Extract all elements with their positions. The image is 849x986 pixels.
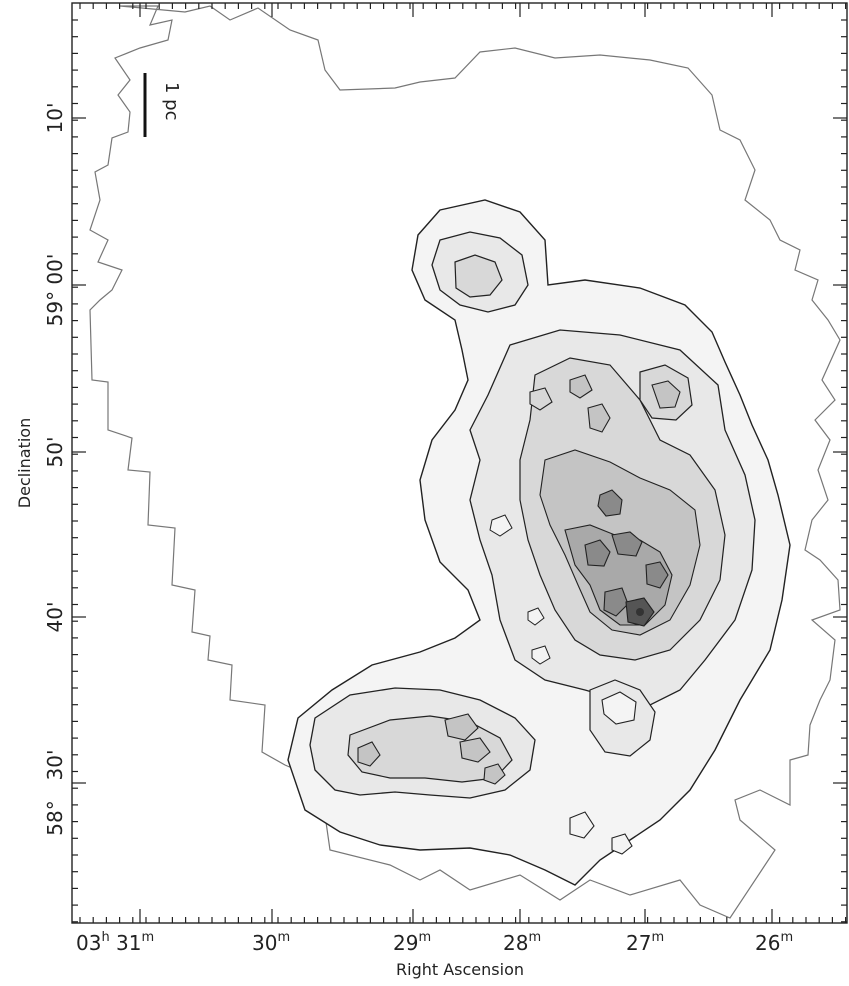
contour-small-1 — [587, 403, 611, 433]
y-tick-label: 59° 00' — [43, 254, 67, 327]
x-tick-label: 30m — [252, 930, 290, 955]
contour-sw-inner-2 — [459, 737, 491, 763]
contour-level-3-north — [454, 254, 503, 298]
y-axis-title: Declination — [15, 418, 34, 508]
contour-island-1 — [489, 514, 513, 537]
x-tick-label: 29m — [393, 930, 431, 955]
contour-sw-inner-1 — [444, 713, 479, 741]
peak-1 — [597, 489, 623, 517]
peak-4 — [645, 561, 669, 589]
contour-sw-inner-4 — [483, 763, 506, 785]
contour-small-south-2 — [611, 833, 633, 855]
y-tick-label: 50' — [43, 437, 67, 468]
contour-sw-inner-3 — [357, 741, 381, 767]
contour-south-inner — [601, 691, 637, 725]
x-tick-labels: 03h 31m 30m 29m 28m 27m 26m — [76, 930, 793, 955]
y-tick-labels: 10' 59° 00' 50' 40' 30' 58° — [43, 103, 67, 836]
scale-bar-label: 1 pc — [161, 82, 182, 121]
y-tick-label: 58° — [43, 800, 67, 835]
coverage-boundary — [89, 5, 841, 919]
x-tick-label: 27m — [626, 930, 664, 955]
contour-small-2 — [569, 374, 593, 399]
y-tick-label: 40' — [43, 602, 67, 633]
axis-ticks — [72, 3, 847, 923]
peak-6-core — [636, 608, 644, 616]
peak-2 — [584, 539, 611, 567]
x-tick-label: 28m — [503, 930, 541, 955]
y-tick-label: 10' — [43, 103, 67, 134]
x-tick-label: 03h 31m — [76, 930, 154, 955]
x-tick-label: 26m — [755, 930, 793, 955]
contour-small-south-1 — [569, 811, 595, 839]
contour-island-3 — [531, 645, 551, 665]
y-tick-label: 30' — [43, 750, 67, 781]
contour-ne-clump-inner — [651, 380, 681, 409]
x-axis-title: Right Ascension — [396, 960, 524, 979]
contour-small-3 — [529, 387, 553, 411]
contour-island-2 — [527, 607, 545, 626]
peak-5 — [603, 587, 629, 617]
peak-3 — [611, 531, 643, 557]
